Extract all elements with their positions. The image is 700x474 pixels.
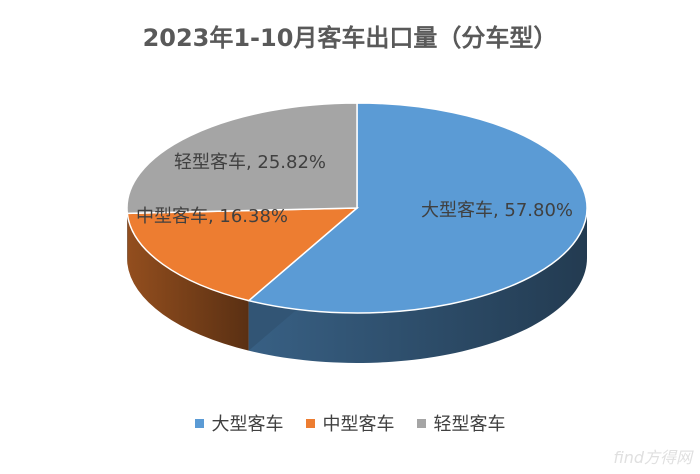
watermark-logo: find方得网: [613, 444, 692, 468]
chart-title: 2023年1-10月客车出口量（分车型）: [142, 24, 558, 52]
chart-legend: 大型客车 中型客车 轻型客车: [0, 410, 700, 436]
legend-swatch-light: [416, 418, 426, 428]
watermark-text: find方得网: [613, 448, 692, 467]
legend-item-light: 轻型客车: [416, 410, 506, 436]
legend-label-light: 轻型客车: [433, 414, 506, 435]
legend-swatch-large: [194, 418, 204, 428]
slice-top-medium: [126, 207, 360, 302]
legend-label-large: 大型客车: [211, 414, 284, 435]
slice-top-light: [126, 102, 358, 215]
slice-side-large: [248, 208, 587, 363]
data-label-light: 轻型客车, 25.82%: [174, 152, 326, 173]
legend-item-medium: 中型客车: [305, 410, 395, 436]
legend-item-large: 大型客车: [194, 410, 284, 436]
slice-side-medium: [127, 213, 249, 351]
data-label-large: 大型客车, 57.80%: [421, 200, 573, 221]
data-label-medium: 中型客车, 16.38%: [136, 206, 288, 227]
slice-top-large: [247, 102, 588, 314]
legend-swatch-medium: [305, 418, 315, 428]
legend-label-medium: 中型客车: [322, 414, 395, 435]
